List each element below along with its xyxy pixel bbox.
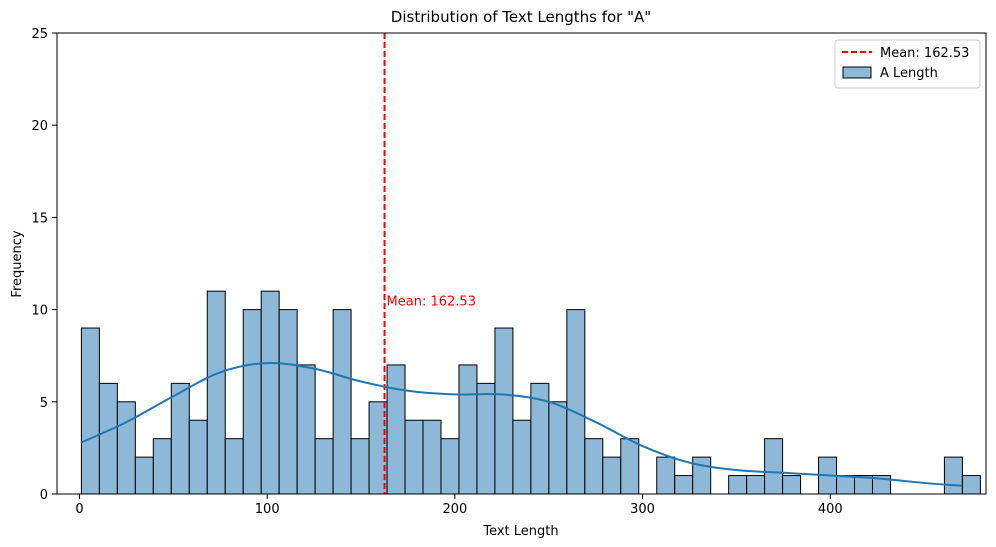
histogram-bar bbox=[476, 382, 496, 495]
y-tick-label: 10 bbox=[31, 304, 48, 319]
histogram-bar bbox=[404, 419, 424, 495]
histogram-bar bbox=[134, 456, 154, 495]
histogram-bar bbox=[943, 456, 963, 495]
histogram-bar bbox=[692, 456, 712, 495]
x-axis-title: Text Length bbox=[482, 524, 558, 539]
y-tick-label: 25 bbox=[31, 27, 48, 42]
mean-annotation: Mean: 162.53 bbox=[387, 294, 476, 309]
histogram-bar bbox=[314, 438, 334, 495]
x-tick-label: 300 bbox=[630, 502, 655, 517]
x-tick-label: 400 bbox=[818, 502, 843, 517]
histogram-bar bbox=[746, 475, 766, 495]
y-tick-label: 20 bbox=[31, 119, 48, 134]
x-tick-label: 100 bbox=[255, 502, 280, 517]
histogram-bar bbox=[674, 475, 694, 495]
histogram-bar bbox=[458, 364, 478, 495]
kde-curve bbox=[80, 362, 962, 487]
histogram-bar bbox=[656, 456, 676, 495]
x-axis-ticks: 0 100 200 300 400 bbox=[75, 494, 843, 517]
histogram-bar bbox=[80, 327, 100, 495]
mean-line-group: Mean: 162.53 bbox=[383, 33, 476, 494]
histogram-bar bbox=[296, 364, 316, 495]
histogram-bar bbox=[836, 475, 856, 495]
histogram-bar bbox=[152, 438, 172, 495]
legend-histogram-label: A Length bbox=[880, 66, 938, 81]
histogram-bar bbox=[602, 456, 622, 495]
histogram-bar bbox=[961, 475, 981, 495]
histogram-bar bbox=[278, 309, 298, 495]
histogram-bar bbox=[350, 438, 370, 495]
histogram-bar bbox=[494, 327, 514, 495]
histogram-bar bbox=[566, 309, 586, 495]
histogram-bar bbox=[332, 309, 352, 495]
y-tick-label: 5 bbox=[40, 396, 48, 411]
chart-title: Distribution of Text Lengths for "A" bbox=[391, 8, 651, 26]
legend-mean-label: Mean: 162.53 bbox=[880, 46, 969, 61]
legend: Mean: 162.53 A Length bbox=[834, 39, 981, 89]
histogram-bar bbox=[782, 475, 802, 495]
histogram-bar bbox=[224, 438, 244, 495]
y-axis-ticks: 0 5 10 15 20 25 bbox=[31, 27, 57, 503]
histogram-bar bbox=[260, 290, 280, 495]
histogram-bar bbox=[620, 438, 640, 495]
histogram-bar bbox=[584, 438, 604, 495]
histogram-bar bbox=[242, 309, 262, 495]
histogram-bar bbox=[170, 382, 190, 495]
histogram-bar bbox=[116, 401, 136, 495]
histogram-bar bbox=[98, 382, 118, 495]
histogram-bars bbox=[80, 290, 981, 495]
histogram-bar bbox=[422, 419, 442, 495]
y-tick-label: 15 bbox=[31, 211, 48, 226]
legend-histogram-swatch bbox=[842, 66, 872, 79]
plot-frame bbox=[56, 32, 987, 495]
histogram-bar bbox=[728, 475, 748, 495]
histogram-bar bbox=[512, 419, 532, 495]
y-tick-label: 0 bbox=[40, 488, 48, 503]
histogram-bar bbox=[188, 419, 208, 495]
histogram-bar bbox=[386, 364, 406, 495]
histogram-bar bbox=[764, 438, 784, 495]
histogram-bar bbox=[440, 438, 460, 495]
x-tick-label: 0 bbox=[75, 502, 83, 517]
x-tick-label: 200 bbox=[442, 502, 467, 517]
y-axis-title: Frequency bbox=[10, 230, 25, 297]
histogram-bar bbox=[548, 401, 568, 495]
histogram-bar bbox=[206, 290, 226, 495]
